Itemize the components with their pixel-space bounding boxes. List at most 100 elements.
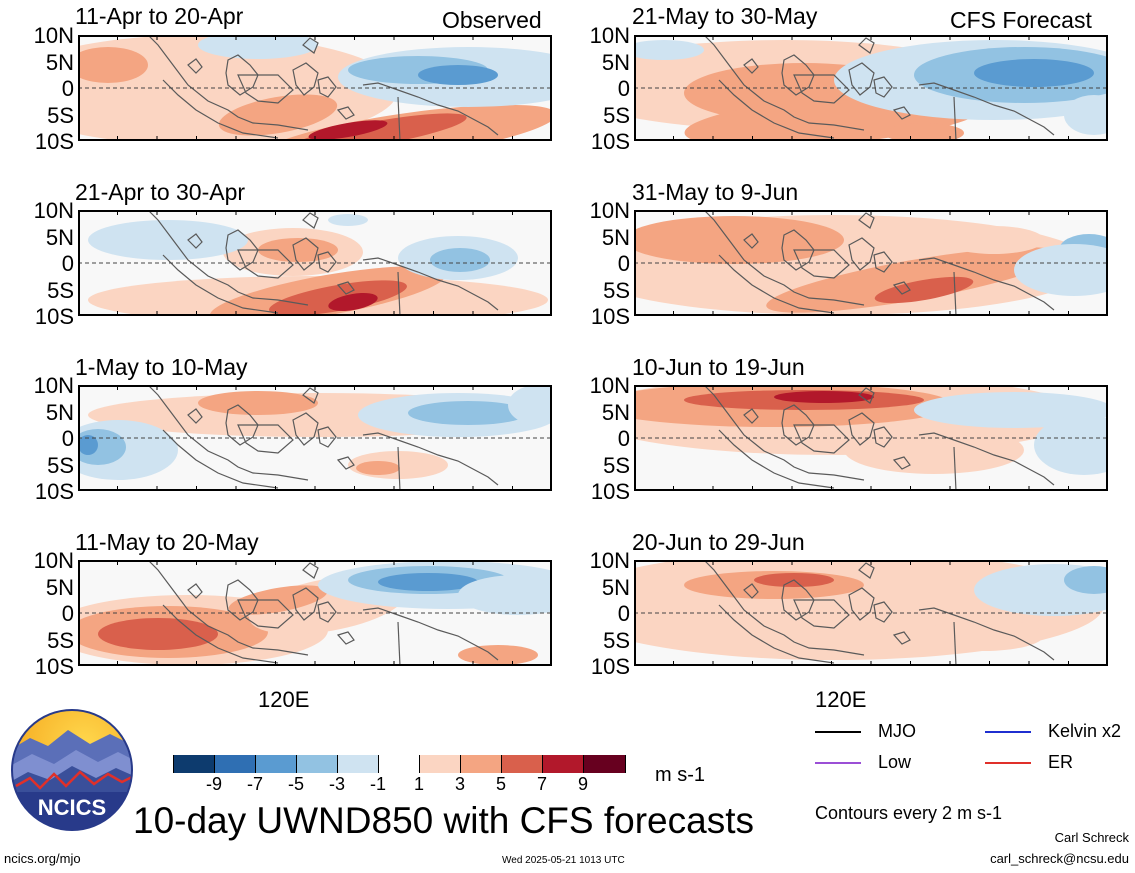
colorbar-unit: m s-1 [655, 764, 705, 786]
coastline [317, 251, 337, 273]
coastline [953, 96, 957, 141]
coastline [858, 37, 875, 54]
coastline [918, 257, 1055, 311]
x-tick-label: 120E [258, 687, 310, 712]
map-panel [78, 385, 552, 491]
coastline [858, 212, 875, 229]
coastline [292, 62, 319, 96]
y-tick-label: 10N [33, 548, 74, 573]
y-tick-label: 10N [589, 373, 630, 398]
wind-anomaly-region [884, 123, 964, 141]
coastline [162, 79, 279, 139]
coastline [147, 35, 309, 131]
wind-anomaly-region [1014, 244, 1108, 296]
colorbar-swatch [215, 755, 256, 773]
y-tick-label: 10S [34, 479, 74, 504]
y-tick-label: 5S [47, 102, 74, 128]
coastline [873, 426, 893, 448]
y-tick-label: 0 [61, 426, 74, 451]
coastline [703, 385, 865, 481]
coastline [781, 229, 815, 271]
footer-url[interactable]: ncics.org/mjo [4, 851, 81, 866]
coastline [317, 426, 337, 448]
wind-anomaly-region [356, 461, 400, 475]
forecast-label: CFS Forecast [950, 7, 1092, 33]
wind-anomaly-region [88, 220, 248, 260]
coastline [162, 254, 279, 314]
panel-title: 21-May to 30-May [632, 3, 818, 29]
coastline [187, 58, 203, 74]
coastline [858, 562, 875, 579]
y-tick-label: 0 [617, 601, 630, 626]
coastline [873, 601, 893, 623]
legend-label: MJO [878, 721, 916, 741]
wind-anomaly-region [78, 47, 148, 83]
coastline [918, 432, 1055, 486]
colorbar-tick-label: 9 [577, 774, 588, 794]
panel-title: 21-Apr to 30-Apr [75, 179, 246, 205]
legend-line [815, 731, 861, 733]
y-tick-label: 5N [45, 574, 74, 600]
wind-anomaly-region [974, 59, 1094, 87]
wind-anomaly-region [308, 120, 388, 140]
wind-anomaly-region [458, 645, 538, 665]
colorbar-swatch [502, 755, 543, 773]
map-field [78, 385, 552, 491]
wind-anomaly-region [634, 40, 704, 60]
y-tick-label: 10S [34, 304, 74, 329]
legend-line [815, 762, 861, 764]
footer-email[interactable]: carl_schreck@ncsu.edu [990, 851, 1129, 866]
map-field [78, 560, 552, 666]
coastline [848, 412, 875, 446]
wind-anomaly-region [378, 573, 478, 591]
coastline [162, 604, 279, 664]
coastline [336, 106, 355, 120]
map-field [78, 210, 552, 316]
coastline [362, 257, 499, 311]
footer-timestamp: Wed 2025-05-21 1013 UTC [502, 855, 625, 866]
coastline [292, 412, 319, 446]
coastline [873, 76, 893, 98]
coastline [718, 429, 835, 489]
wind-anomaly-region [944, 226, 1044, 254]
wind-anomaly-region [78, 435, 98, 455]
y-tick-label: 5N [601, 224, 630, 250]
logo-text: NCICS [38, 795, 106, 820]
wind-anomaly-region [774, 391, 874, 403]
logo-graphic: NCICS [11, 709, 133, 831]
colorbar-swatch [297, 755, 338, 773]
colorbar-tick-label: 1 [413, 774, 424, 794]
legend-line [985, 762, 1031, 764]
footer-author: Carl Schreck [1054, 830, 1129, 845]
panel-title: 31-May to 9-Jun [632, 179, 799, 205]
ncics-logo: NCICS [10, 708, 134, 832]
coastline [918, 607, 1055, 661]
colorbar-swatch [461, 755, 502, 773]
wind-anomaly-region [328, 293, 378, 311]
colorbar-swatch [174, 755, 215, 773]
colorbar-swatch [379, 755, 420, 773]
coastline [858, 387, 875, 404]
coastline [718, 254, 835, 314]
y-tick-label: 0 [61, 251, 74, 276]
y-tick-label: 10S [590, 129, 630, 154]
coastline [225, 404, 259, 446]
coastline [237, 74, 294, 104]
coastline [225, 579, 259, 621]
legend-label: ER [1048, 752, 1074, 772]
coastline [743, 408, 759, 424]
colorbar-tick-label: 3 [454, 774, 465, 794]
coastline [237, 424, 294, 454]
coastline [873, 251, 893, 273]
wind-anomaly-region [328, 214, 368, 226]
coastline [397, 96, 401, 141]
y-tick-label: 10S [34, 654, 74, 679]
panel-title: 11-May to 20-May [75, 529, 259, 555]
y-tick-label: 0 [61, 601, 74, 626]
x-tick-label: 120E [815, 687, 867, 712]
map-panel [634, 385, 1108, 491]
panel-title: 11-Apr to 20-Apr [75, 3, 244, 29]
map-field [634, 560, 1108, 666]
colorbar-swatch [420, 755, 461, 773]
coastline [953, 446, 957, 491]
